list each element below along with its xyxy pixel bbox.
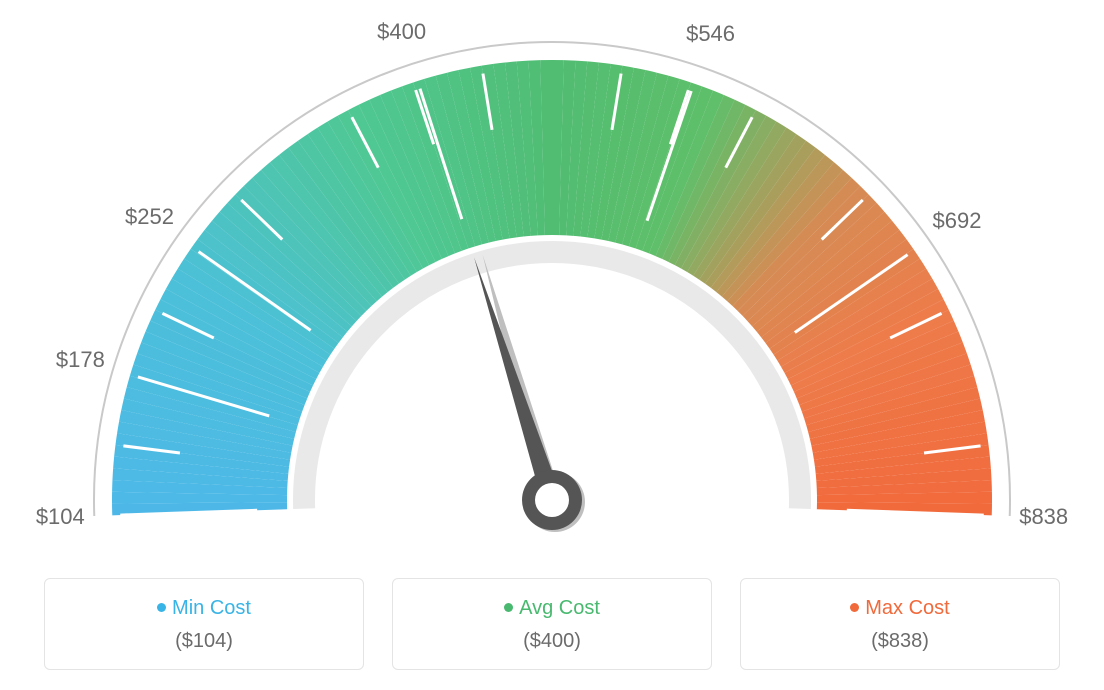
tick-label: $546 [686,21,735,47]
legend-title-min: Min Cost [55,597,353,620]
legend-card-min: Min Cost ($104) [44,578,364,670]
legend-value-min: ($104) [55,630,353,653]
gauge-chart: $104 $178 $252 $400 $546 $692 $838 [0,0,1104,560]
legend-card-avg: Avg Cost ($400) [392,578,712,670]
dot-icon [850,603,859,612]
legend-value-avg: ($400) [403,630,701,653]
tick-label: $400 [377,19,426,45]
tick-label: $692 [933,208,982,234]
legend-value-max: ($838) [751,630,1049,653]
dot-icon [504,603,513,612]
legend-title-avg: Avg Cost [403,597,701,620]
legend-label-min: Min Cost [172,597,251,619]
tick-label: $252 [125,204,174,230]
tick-label: $104 [36,504,85,530]
gauge-svg [0,0,1104,560]
legend-row: Min Cost ($104) Avg Cost ($400) Max Cost… [0,578,1104,670]
legend-label-avg: Avg Cost [519,597,600,619]
tick-label: $178 [56,347,105,373]
dot-icon [157,603,166,612]
legend-label-max: Max Cost [865,597,949,619]
legend-title-max: Max Cost [751,597,1049,620]
tick-label: $838 [1019,504,1068,530]
legend-card-max: Max Cost ($838) [740,578,1060,670]
